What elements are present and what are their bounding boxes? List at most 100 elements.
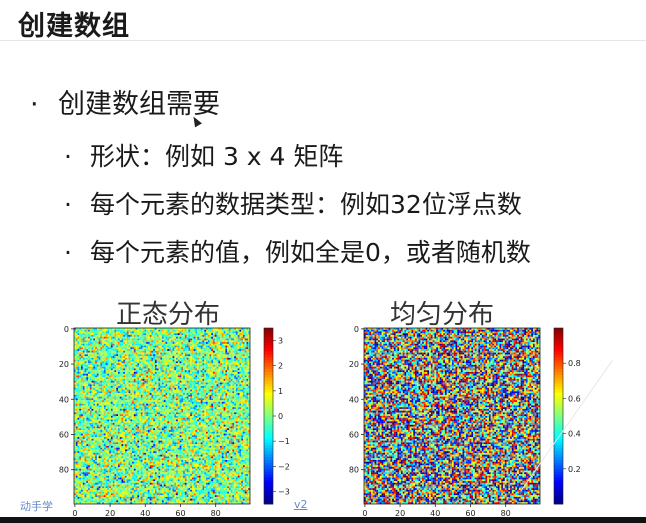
colorbar-segment <box>264 477 273 481</box>
colorbar-segment <box>554 392 563 396</box>
colorbar-segment <box>264 389 273 393</box>
colorbar-segment <box>264 380 273 385</box>
x-tick-label: 0 <box>72 509 77 517</box>
colorbar-segment <box>264 336 273 341</box>
colorbar-segment <box>554 468 563 473</box>
colorbar-segment <box>554 498 563 502</box>
colorbar-segment <box>264 433 273 437</box>
bullet-text: 每个元素的值，例如全是0，或者随机数 <box>90 238 531 267</box>
colorbar-segment <box>554 354 563 358</box>
colorbar-segment <box>554 333 563 338</box>
colorbar-tick-label: −2 <box>278 462 290 471</box>
y-tick-label: 20 <box>349 360 359 369</box>
y-tick-label: 60 <box>349 430 359 439</box>
y-tick-label: 20 <box>59 360 69 369</box>
bullet-marker: · <box>64 190 90 219</box>
chart-title-normal: 正态分布 <box>116 294 220 331</box>
colorbar-segment <box>554 492 563 496</box>
colorbar-segment <box>264 395 273 399</box>
colorbar-segment <box>264 451 273 455</box>
colorbar-segment <box>264 410 273 414</box>
colorbar-segment <box>264 407 273 411</box>
heatmap-uniform: 0 20 40 60 80 0 20 40 60 80 0.8 0.6 0.4 0.2 <box>330 322 590 521</box>
colorbar-segment <box>264 501 273 505</box>
bullet-marker: · <box>30 89 58 120</box>
colorbar-segment <box>264 421 273 426</box>
colorbar-tick-label: 0.2 <box>568 465 581 474</box>
colorbar-segment <box>554 363 563 367</box>
colorbar-frame <box>553 327 564 505</box>
watermark-right: v2 <box>294 498 308 511</box>
colorbar-segment <box>554 474 563 478</box>
colorbar-segment <box>554 351 563 355</box>
colorbar-tick-label: 0.4 <box>568 430 581 439</box>
colorbar-segment <box>554 477 563 481</box>
colorbar-tick-label: 2 <box>278 362 283 371</box>
colorbar-segment <box>554 454 563 458</box>
sub-bullet-dtype: · 每个元素的数据类型：例如32位浮点数 <box>64 185 522 221</box>
chart-title-uniform: 均匀分布 <box>390 294 494 331</box>
colorbar-segment <box>554 430 563 434</box>
plot-frame <box>73 327 251 505</box>
bullet-text: 形状：例如 3 x 4 矩阵 <box>90 142 343 171</box>
colorbar-segment <box>554 413 563 417</box>
colorbar-segment <box>264 330 273 335</box>
colorbar-segment <box>554 465 563 470</box>
colorbar-segment <box>554 418 563 423</box>
colorbar-segment <box>264 460 273 464</box>
colorbar-segment <box>554 442 563 446</box>
bullet-text: 创建数组需要 <box>58 89 220 120</box>
x-tick-label: 20 <box>105 509 115 517</box>
colorbar-segment <box>554 407 563 411</box>
colorbar-segment <box>554 377 563 382</box>
colorbar-segment <box>554 389 563 393</box>
colorbar-segment <box>264 439 273 443</box>
y-tick-label: 80 <box>349 466 359 475</box>
x-tick-label: 40 <box>430 509 440 517</box>
x-tick-label: 80 <box>501 509 511 517</box>
colorbar-segment <box>554 404 563 408</box>
colorbar-segment <box>264 489 273 493</box>
colorbar-segment <box>264 383 273 388</box>
colorbar-segment <box>264 363 273 367</box>
colorbar-segment <box>554 328 563 332</box>
x-tick-label: 40 <box>140 509 150 517</box>
colorbar-segment <box>554 489 563 493</box>
colorbar-segment <box>264 360 273 364</box>
colorbar-segment <box>554 345 563 349</box>
colorbar-segment <box>264 424 273 429</box>
colorbar-segment <box>554 380 563 385</box>
colorbar-tick-label: 0.8 <box>568 359 581 368</box>
colorbar-segment <box>264 342 273 346</box>
y-tick-label: 80 <box>59 466 69 475</box>
colorbar-segment <box>264 498 273 502</box>
colorbar-segment <box>264 486 273 490</box>
sub-bullet-shape: · 形状：例如 3 x 4 矩阵 <box>64 137 343 173</box>
title-divider <box>0 40 646 41</box>
x-tick-label: 20 <box>395 509 405 517</box>
colorbar-segment <box>264 369 273 373</box>
colorbar-segment <box>554 366 563 370</box>
colorbar-segment <box>554 439 563 443</box>
colorbar-segment <box>264 372 273 376</box>
colorbar-segment <box>264 339 273 344</box>
colorbar-segment <box>264 483 273 487</box>
y-tick-label: 40 <box>59 395 69 404</box>
colorbar-segment <box>554 480 563 484</box>
colorbar-segment <box>554 462 563 467</box>
colorbar-segment <box>264 366 273 370</box>
colorbar-segment <box>554 348 563 352</box>
colorbar-segment <box>264 468 273 473</box>
colorbar-segment <box>264 398 273 402</box>
bullet-marker: · <box>64 142 90 171</box>
colorbar-segment <box>554 486 563 490</box>
x-tick-label: 60 <box>175 509 185 517</box>
colorbar-segment <box>264 448 273 452</box>
colorbar-segment <box>264 462 273 467</box>
heatmap-normal-svg: 0 20 40 60 80 0 20 40 60 80 3 2 1 0 −1 −2 −3 <box>59 325 290 518</box>
colorbar-segment <box>264 442 273 446</box>
colorbar-segment <box>554 457 563 461</box>
heatmap-uniform-svg: 0 20 40 60 80 0 20 40 60 80 0.8 0.6 0.4 0.2 <box>349 325 581 518</box>
colorbar-segment <box>554 386 563 390</box>
slide-title: 创建数组 <box>18 4 130 43</box>
